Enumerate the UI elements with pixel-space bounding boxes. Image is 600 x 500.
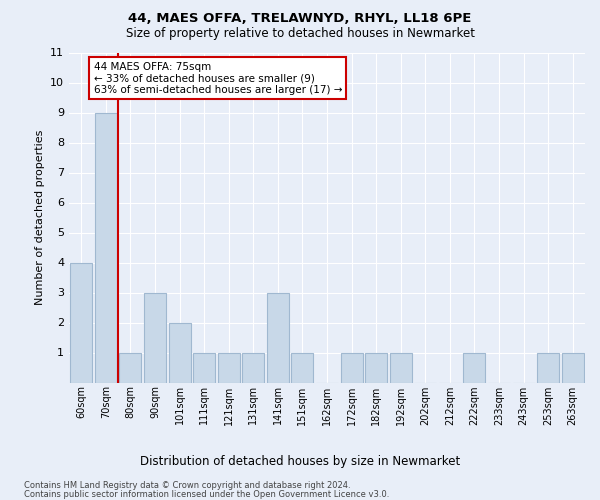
- Bar: [144, 292, 166, 382]
- Bar: [341, 352, 362, 382]
- Bar: [242, 352, 265, 382]
- Bar: [193, 352, 215, 382]
- Text: Contains HM Land Registry data © Crown copyright and database right 2024.: Contains HM Land Registry data © Crown c…: [24, 481, 350, 490]
- Bar: [463, 352, 485, 382]
- Bar: [95, 112, 117, 382]
- Bar: [389, 352, 412, 382]
- Text: 44 MAES OFFA: 75sqm
← 33% of detached houses are smaller (9)
63% of semi-detache: 44 MAES OFFA: 75sqm ← 33% of detached ho…: [94, 62, 342, 94]
- Text: Size of property relative to detached houses in Newmarket: Size of property relative to detached ho…: [125, 28, 475, 40]
- Bar: [218, 352, 240, 382]
- Text: Distribution of detached houses by size in Newmarket: Distribution of detached houses by size …: [140, 455, 460, 468]
- Bar: [562, 352, 584, 382]
- Text: Contains public sector information licensed under the Open Government Licence v3: Contains public sector information licen…: [24, 490, 389, 499]
- Y-axis label: Number of detached properties: Number of detached properties: [35, 130, 44, 305]
- Text: 44, MAES OFFA, TRELAWNYD, RHYL, LL18 6PE: 44, MAES OFFA, TRELAWNYD, RHYL, LL18 6PE: [128, 12, 472, 26]
- Bar: [267, 292, 289, 382]
- Bar: [292, 352, 313, 382]
- Bar: [365, 352, 387, 382]
- Bar: [119, 352, 142, 382]
- Bar: [169, 322, 191, 382]
- Bar: [70, 262, 92, 382]
- Bar: [537, 352, 559, 382]
